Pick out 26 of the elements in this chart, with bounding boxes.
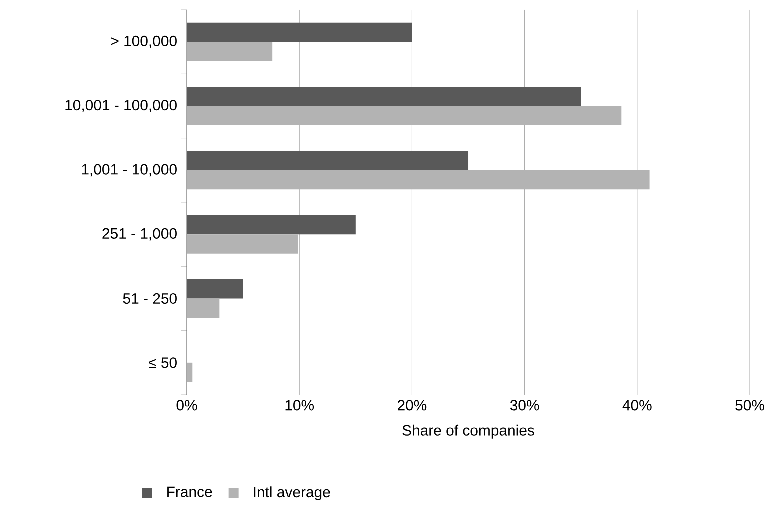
x-tick-label: 10%: [286, 400, 314, 411]
x-tick-label: 20%: [398, 400, 427, 411]
bar: [187, 215, 356, 235]
x-tick-label: 40%: [622, 400, 652, 411]
y-tick-label: 1,001 - 10,000: [82, 164, 177, 177]
y-tick-label: 10,001 - 100,000: [66, 100, 177, 112]
bar: [187, 22, 412, 42]
bar: [187, 298, 220, 318]
y-tick-label: ≤ 50: [149, 358, 177, 368]
bar: [187, 42, 273, 62]
legend-label: Intl average: [254, 486, 330, 501]
bar: [187, 279, 244, 299]
bar: [187, 362, 193, 382]
bar: [187, 87, 582, 106]
bar: [187, 234, 298, 254]
y-tick-label: > 100,000: [111, 36, 177, 48]
x-tick-label: 0%: [176, 400, 198, 411]
x-tick-label: 50%: [736, 400, 764, 411]
x-axis-title: Share of companies: [402, 424, 534, 439]
x-tick-label: 30%: [510, 400, 540, 411]
bar: [187, 106, 622, 126]
bar: [187, 170, 650, 190]
y-tick-label: 51 - 250: [123, 293, 177, 304]
bar: [187, 151, 469, 170]
y-tick-label: 251 - 1,000: [102, 228, 177, 241]
legend-label: France: [168, 486, 212, 498]
